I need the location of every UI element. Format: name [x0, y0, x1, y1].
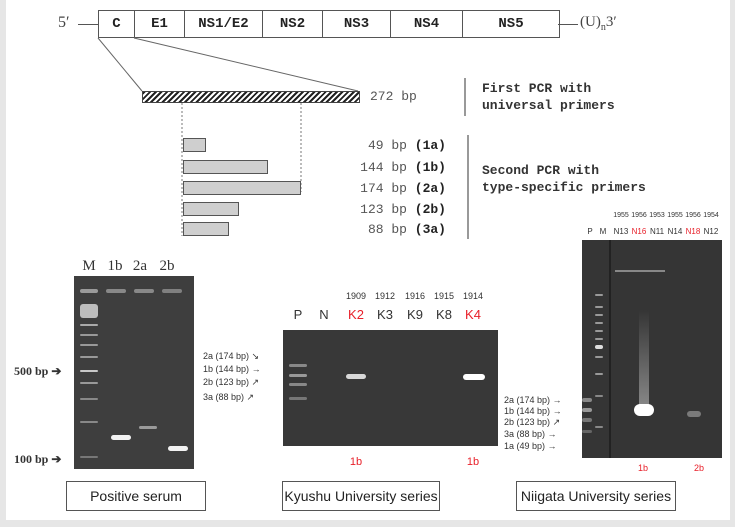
segment-ns4: NS4	[391, 11, 463, 37]
segment-ns5: NS5	[498, 16, 524, 32]
niigata-result-n18: 2b	[693, 463, 704, 473]
product-label-1b: 144 bp (1b)	[360, 160, 446, 175]
niigata-lane-n11: N11	[649, 227, 665, 236]
niigata-lane-n14: N14	[667, 227, 683, 236]
product-bar-2a	[183, 181, 301, 195]
kyushu-lane-k8: K8	[436, 307, 452, 322]
niigata-ladder-2a: 2a (174 bp) →	[504, 395, 562, 405]
band-k2	[346, 374, 366, 379]
product-bar-1b	[183, 160, 268, 174]
gel-kyushu	[283, 330, 498, 446]
segment-e1: E1	[135, 11, 185, 37]
band-2b	[168, 446, 188, 451]
figure-canvas: 5′ C E1 NS1/E2 NS2 NS3 NS4 NS5 (U)n3′ 27…	[6, 0, 730, 520]
lane-label-m: M	[82, 258, 96, 274]
lane-label-2b: 2b	[159, 258, 175, 274]
niigata-ladder-2b: 2b (123 bp) ↗	[504, 417, 561, 427]
first-pcr-product-bar	[142, 91, 360, 103]
product-bar-1a	[183, 138, 206, 152]
kyushu-ladder-1b: 1b (144 bp) →	[203, 364, 261, 374]
zoom-connector-lines	[97, 37, 359, 236]
kyushu-result-k4: 1b	[466, 456, 480, 468]
niigata-ladder-3a: 3a (88 bp) →	[504, 429, 557, 439]
band-n18	[687, 411, 701, 417]
first-pcr-divider	[464, 78, 466, 116]
kyushu-result-k2: 1b	[349, 456, 363, 468]
product-label-3a: 88 bp (3a)	[367, 222, 446, 237]
segment-ns2: NS2	[263, 11, 323, 37]
niigata-lane-m: M	[599, 227, 607, 236]
three-prime-label: (U)n3′	[580, 14, 617, 33]
five-prime-line	[78, 24, 98, 25]
band-2a	[139, 426, 157, 429]
kyushu-lane-p: P	[293, 307, 303, 322]
band-k4	[463, 374, 485, 380]
kyushu-ladder-2a: 2a (174 bp) ↘	[203, 351, 260, 361]
kyushu-lane-k3: K3	[377, 307, 393, 322]
niigata-lane-n13: N13	[613, 227, 629, 236]
marker-500bp: 500 bp ➔	[14, 364, 62, 378]
kyushu-lane-k4: K4	[465, 307, 481, 322]
kyushu-lane-n: N	[319, 307, 329, 322]
product-label-2b: 123 bp (2b)	[360, 202, 446, 217]
niigata-lane-n16: N16	[631, 227, 647, 236]
kyushu-lane-k9: K9	[407, 307, 423, 322]
genome-bar: C E1 NS1/E2 NS2 NS3 NS4 NS5	[98, 10, 560, 38]
niigata-ladder-1a: 1a (49 bp) →	[504, 441, 557, 451]
product-bar-3a	[183, 222, 229, 236]
segment-c: C	[99, 11, 135, 37]
niigata-result-n16: 1b	[637, 463, 648, 473]
niigata-lane-n12: N12	[703, 227, 719, 236]
lane-label-2a: 2a	[132, 258, 148, 274]
kyushu-ladder-3a: 3a (88 bp) ↗	[203, 392, 255, 402]
three-prime-line	[558, 24, 578, 25]
product-label-2a: 174 bp (2a)	[360, 181, 446, 196]
band-n16	[634, 404, 654, 416]
first-pcr-title: First PCR with universal primers	[482, 81, 615, 113]
five-prime-label: 5′	[58, 14, 70, 31]
lane-label-1b: 1b	[107, 258, 123, 274]
marker-100bp: 100 bp ➔	[14, 452, 62, 466]
first-pcr-size: 272 bp	[370, 89, 417, 104]
segment-ns3: NS3	[323, 11, 391, 37]
second-pcr-divider	[467, 135, 469, 239]
product-bar-2b	[183, 202, 239, 216]
caption-positive-serum: Positive serum	[66, 481, 206, 511]
product-label-1a: 49 bp (1a)	[367, 138, 446, 153]
band-1b	[111, 435, 131, 440]
segment-ns1-e2: NS1/E2	[185, 11, 263, 37]
niigata-ladder-1b: 1b (144 bp) →	[504, 406, 562, 416]
kyushu-lane-k2: K2	[348, 307, 364, 322]
gel-positive-serum	[74, 276, 194, 469]
gel-niigata	[582, 240, 722, 458]
caption-niigata: Niigata University series	[516, 481, 676, 511]
niigata-lane-n18: N18	[685, 227, 701, 236]
niigata-lane-p: P	[587, 227, 593, 236]
kyushu-ladder-2b: 2b (123 bp) ↗	[203, 377, 260, 387]
second-pcr-title: Second PCR with type-specific primers	[482, 163, 646, 195]
caption-kyushu: Kyushu University series	[282, 481, 440, 511]
